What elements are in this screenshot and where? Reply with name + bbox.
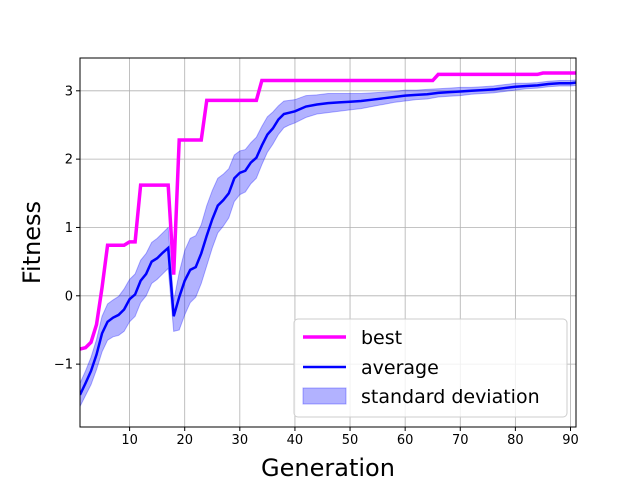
x-tick-label: 40 [287, 433, 304, 448]
y-tick-label: 3 [65, 84, 73, 99]
ticks: 10 20 30 40 50 60 70 80 90 −1 0 1 2 3 [54, 84, 579, 448]
series-layer [80, 71, 576, 396]
y-tick-label: 1 [65, 221, 73, 236]
x-tick-label: 30 [232, 433, 249, 448]
x-axis-title: Generation [261, 454, 395, 480]
series-standard-deviation-band [80, 79, 576, 407]
plot-frame [79, 57, 577, 428]
y-tick-label: −1 [54, 358, 73, 373]
legend-label-standard-deviation: standard deviation [361, 386, 540, 408]
series-line-best [80, 71, 576, 351]
x-tick-label: 70 [452, 433, 469, 448]
x-tick-label: 60 [397, 433, 414, 448]
legend-label-average: average [361, 357, 439, 379]
y-tick-label: 0 [65, 289, 73, 304]
series-line-average [80, 81, 576, 396]
y-axis-title: Fitness [18, 201, 46, 284]
legend-swatch-standard-deviation [302, 387, 347, 405]
legend-label-best: best [361, 327, 402, 349]
x-tick-label: 10 [121, 433, 138, 448]
legend: best average standard deviation [293, 318, 568, 418]
y-tick-label: 2 [65, 153, 73, 168]
x-tick-label: 50 [342, 433, 359, 448]
x-tick-label: 90 [562, 433, 579, 448]
gridlines [80, 58, 576, 427]
x-tick-label: 80 [507, 433, 524, 448]
legend-box [293, 318, 568, 418]
x-tick-label: 20 [176, 433, 193, 448]
std-band-layer [80, 79, 576, 407]
